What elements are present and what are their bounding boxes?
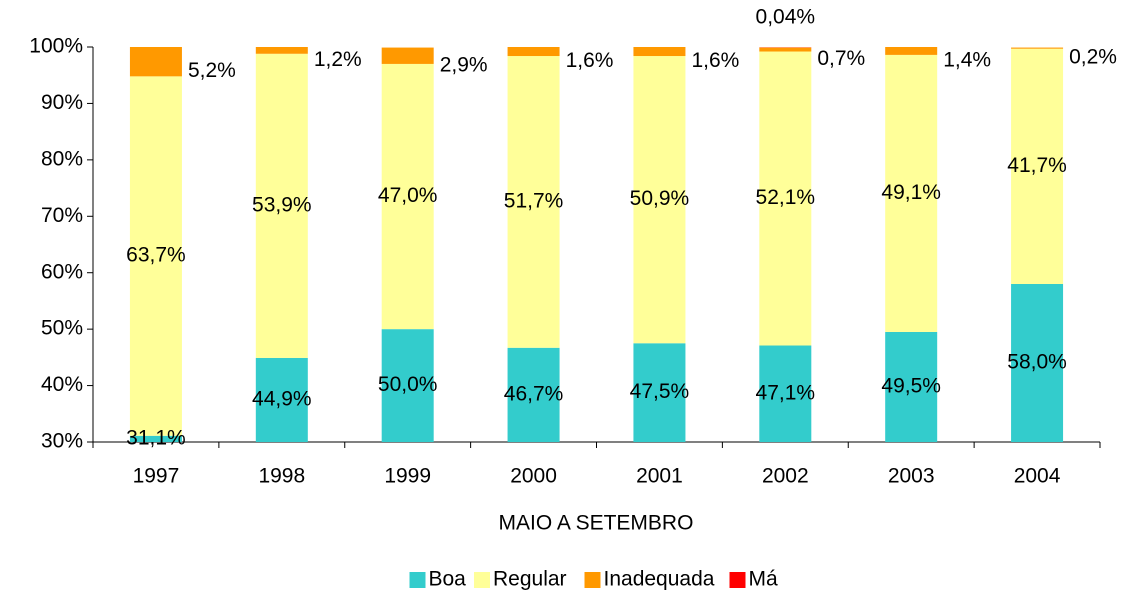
data-label: 63,7% [126, 244, 186, 267]
data-label: 44,9% [252, 388, 312, 411]
data-label: 52,1% [756, 186, 816, 209]
data-label: 0,2% [1069, 46, 1117, 69]
x-tick-label: 2000 [510, 465, 557, 488]
x-tick-label: 1998 [258, 465, 305, 488]
x-axis-title: MAIO A SETEMBRO [499, 512, 694, 535]
legend-label: Regular [493, 568, 567, 591]
data-label: 41,7% [1007, 154, 1067, 177]
y-tick-label: 90% [41, 91, 83, 114]
bar-segment [759, 48, 811, 52]
x-tick-label: 1997 [133, 465, 180, 488]
bar-segment [885, 47, 937, 55]
data-label: 47,1% [756, 381, 816, 404]
y-tick-label: 40% [41, 373, 83, 396]
data-label: 53,9% [252, 193, 312, 216]
y-tick-label: 70% [41, 204, 83, 227]
bar-segment [1011, 48, 1063, 49]
x-tick-label: 2003 [888, 465, 935, 488]
legend-label: Má [749, 568, 778, 591]
data-label: 1,4% [943, 48, 991, 71]
bar-segment [256, 47, 308, 54]
data-label: 50,9% [630, 187, 690, 210]
data-label: 1,6% [566, 49, 614, 72]
y-tick-label: 80% [41, 147, 83, 170]
x-tick-label: 1999 [384, 465, 431, 488]
data-label: 0,7% [817, 47, 865, 70]
data-label: 1,6% [691, 49, 739, 72]
data-label: 1,2% [314, 48, 362, 71]
bar-segment [382, 329, 434, 597]
data-label: 2,9% [440, 53, 488, 76]
x-tick-label: 2001 [636, 465, 683, 488]
legend-label: Boa [429, 568, 467, 591]
data-label: 47,5% [630, 380, 690, 403]
data-label: 58,0% [1007, 351, 1067, 374]
data-label: 50,0% [378, 373, 438, 396]
legend-label: Inadequada [604, 568, 715, 591]
data-label: 5,2% [188, 59, 236, 82]
y-tick-label: 100% [29, 35, 83, 58]
data-label: 46,7% [504, 382, 564, 405]
legend-swatch [410, 572, 426, 588]
data-label: 51,7% [504, 189, 564, 212]
y-tick-label: 60% [41, 260, 83, 283]
y-tick-label: 30% [41, 430, 83, 453]
bar-segment [1011, 284, 1063, 597]
x-tick-label: 2004 [1014, 465, 1061, 488]
bar-segment [130, 436, 182, 597]
bar-segment [382, 48, 434, 64]
y-tick-label: 50% [41, 317, 83, 340]
legend-swatch [474, 572, 490, 588]
data-label: 47,0% [378, 184, 438, 207]
data-label: 49,1% [881, 181, 941, 204]
legend-swatch [585, 572, 601, 588]
x-tick-label: 2002 [762, 465, 809, 488]
bar-segment [130, 47, 182, 76]
legend-swatch [730, 572, 746, 588]
data-label: 49,5% [881, 375, 941, 398]
bar-segment [508, 47, 560, 56]
data-label: 31,1% [126, 426, 186, 449]
bar-segment [633, 47, 685, 56]
data-label: 0,04% [756, 6, 816, 29]
